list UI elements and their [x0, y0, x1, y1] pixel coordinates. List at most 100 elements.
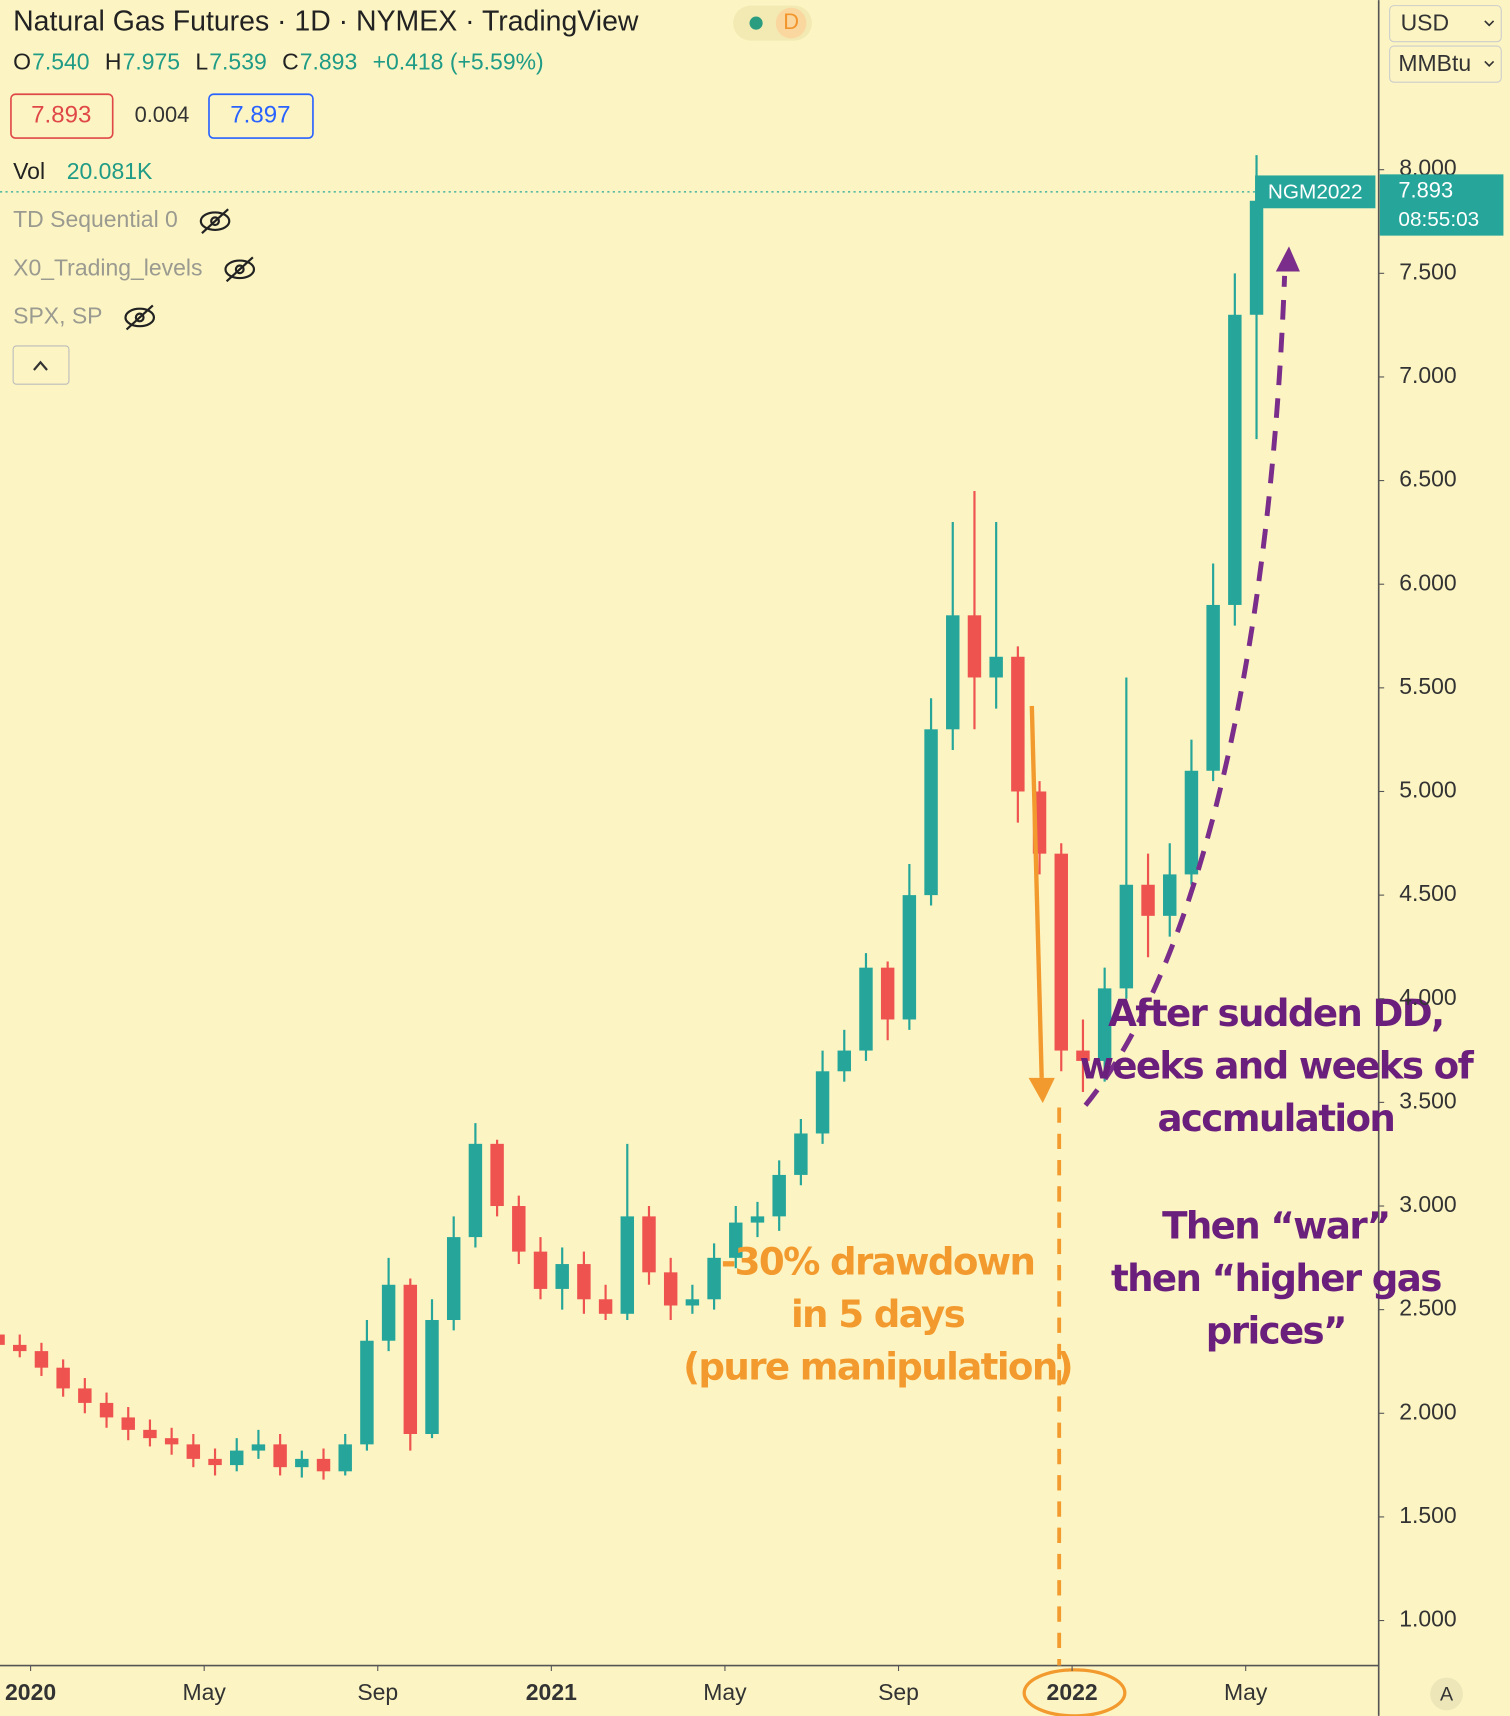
status-dot	[749, 16, 763, 30]
y-tick-label: 6.500	[1399, 466, 1456, 492]
candle-body	[316, 1458, 331, 1472]
candle-body	[880, 967, 895, 1020]
candle-body	[403, 1284, 418, 1435]
trend-arrow	[1083, 275, 1288, 1107]
candle-body	[1141, 884, 1155, 916]
candle-body	[512, 1206, 526, 1252]
candle-body	[794, 1133, 808, 1175]
y-tick-label: 2.000	[1399, 1398, 1456, 1424]
currency: USD	[1401, 9, 1450, 35]
symbol-label: NGM2022	[1268, 180, 1363, 203]
currency-select[interactable]	[1389, 5, 1502, 43]
unit: MMBtu	[1398, 50, 1471, 76]
y-tick-label: 4.500	[1399, 880, 1456, 906]
price-tag	[1379, 174, 1504, 236]
annotation-text: in 5 days	[791, 1292, 965, 1336]
annotation-text: accmulation	[1157, 1096, 1394, 1140]
indicator: SPX, SP	[13, 303, 102, 329]
candle-body	[707, 1257, 721, 1300]
x-tick-label: 2020	[5, 1679, 56, 1705]
bid: 7.893	[31, 101, 91, 128]
countdown: 08:55:03	[1398, 208, 1479, 231]
hide-icon-pupil	[210, 216, 220, 227]
candle-body	[750, 1216, 765, 1223]
candle-body	[1206, 604, 1220, 771]
collapse-button[interactable]	[12, 345, 70, 385]
price-tag-value: 7.893	[1398, 178, 1453, 203]
symbol-tag	[1255, 175, 1376, 209]
candle-body	[772, 1174, 786, 1217]
candle-body	[186, 1444, 201, 1459]
candle-body	[490, 1143, 504, 1207]
annotation-text: then “higher gas	[1111, 1256, 1441, 1300]
candle-body	[360, 1340, 374, 1445]
spread: 0.004	[135, 102, 190, 127]
candle-body	[1119, 884, 1134, 989]
indicator-list: TD Sequential 0 X0_Trading_levels SPX, SP	[13, 206, 256, 331]
y-tick-label: 7.500	[1399, 258, 1456, 284]
indicator: TD Sequential 0	[13, 206, 178, 232]
ohlc-label: C	[282, 49, 299, 75]
candle-body	[99, 1402, 114, 1418]
candle-body	[1184, 770, 1199, 875]
candle-body	[381, 1284, 396, 1341]
auto-scale: A	[1440, 1683, 1454, 1705]
candle-body	[1249, 200, 1264, 315]
ask-box[interactable]	[208, 93, 314, 139]
y-tick-label: 2.500	[1399, 1295, 1456, 1321]
change: +0.418 (+5.59%)	[373, 49, 544, 75]
candle-body	[946, 615, 960, 730]
candle-body	[295, 1458, 309, 1468]
candle-body	[1163, 874, 1177, 916]
y-tick-label: 1.500	[1399, 1502, 1456, 1528]
candle-body	[685, 1299, 700, 1306]
ohlc-value: 7.539	[209, 49, 266, 75]
bid-box[interactable]	[10, 93, 114, 139]
x-tick-label: 2021	[526, 1679, 577, 1705]
candle-body	[208, 1458, 222, 1466]
candle-body	[989, 656, 1003, 678]
y-tick-label: 6.000	[1399, 569, 1456, 595]
x-tick-label: 2022	[1047, 1679, 1098, 1705]
ohlc-label: O	[13, 49, 31, 75]
title: Natural Gas Futures · 1D · NYMEX · Tradi…	[13, 6, 639, 38]
indicator: X0_Trading_levels	[13, 254, 202, 280]
annotations: -30% drawdown in 5 days (pure manipulation…	[683, 991, 1476, 1388]
candle-body	[663, 1272, 678, 1306]
candle-body	[121, 1417, 135, 1430]
ohlc: O 7.540 H 7.975 L 7.539 C 7.893 +0.418 (+5.59%)	[13, 49, 544, 75]
candle-body	[924, 729, 938, 896]
candle-body	[56, 1367, 70, 1389]
ask: 7.897	[230, 101, 290, 128]
candle-body	[815, 1071, 830, 1134]
collapse-icon	[33, 360, 48, 371]
candle-body	[338, 1444, 352, 1472]
candle-body	[1097, 988, 1112, 1061]
candle-body	[251, 1444, 266, 1451]
dropdown-icon	[1484, 60, 1495, 67]
candle-body	[1054, 853, 1068, 1051]
annotation-text: weeks and weeks of	[1080, 1044, 1475, 1088]
hide-icon[interactable]	[224, 259, 256, 280]
y-tick-label: 4.000	[1399, 984, 1456, 1010]
candle-body	[729, 1222, 743, 1258]
unit-select[interactable]	[1389, 45, 1502, 83]
candle-body	[837, 1050, 851, 1072]
hide-icon[interactable]	[199, 211, 231, 232]
hide-icon-slash	[225, 256, 254, 283]
hide-icon-pupil	[134, 312, 145, 323]
hide-icon-pupil	[234, 264, 245, 275]
ohlc-value: 7.540	[32, 49, 89, 75]
annotation-text: prices”	[1206, 1308, 1346, 1352]
candle-body	[1076, 1050, 1090, 1061]
auto-scale-button[interactable]	[1430, 1677, 1463, 1711]
candle-body	[577, 1264, 591, 1300]
hide-icon[interactable]	[124, 307, 156, 328]
y-tick-label: 5.000	[1399, 777, 1456, 803]
annotation-text: After sudden DD,	[1108, 991, 1443, 1035]
annotation-text: Then “war”	[1162, 1203, 1389, 1247]
annotation-text: (pure manipulation)	[683, 1344, 1072, 1388]
y-tick-label: 1.000	[1399, 1606, 1456, 1632]
x-tick-label: Sep	[357, 1679, 398, 1705]
ohlc-value: 7.893	[300, 49, 357, 75]
